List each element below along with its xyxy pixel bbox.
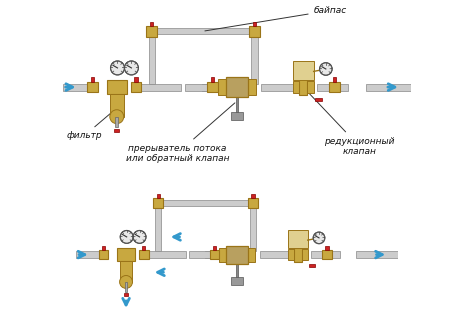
Bar — [136, 84, 181, 90]
Bar — [259, 251, 301, 258]
Bar — [134, 77, 138, 82]
Bar — [219, 248, 227, 262]
Bar — [114, 129, 119, 132]
Bar — [249, 26, 260, 37]
Bar — [261, 84, 307, 90]
Circle shape — [313, 232, 325, 244]
Bar — [293, 81, 299, 93]
Bar — [155, 203, 161, 251]
Bar — [87, 82, 98, 92]
Bar — [156, 194, 160, 198]
Circle shape — [110, 61, 125, 75]
Bar — [236, 97, 238, 113]
Bar — [154, 198, 163, 208]
Bar — [294, 248, 302, 262]
Bar — [252, 194, 255, 198]
Bar — [148, 31, 155, 84]
Bar — [146, 26, 157, 37]
Bar — [310, 264, 315, 267]
Bar — [213, 246, 216, 250]
Bar — [356, 251, 398, 258]
Bar — [211, 77, 214, 82]
Bar — [248, 198, 258, 208]
Bar — [253, 21, 256, 26]
Bar — [299, 79, 307, 95]
Circle shape — [133, 230, 146, 243]
Bar — [131, 82, 141, 92]
Bar — [142, 246, 146, 250]
Bar — [91, 77, 94, 82]
Bar — [218, 79, 226, 95]
Bar — [76, 251, 109, 258]
Bar — [202, 84, 244, 90]
Bar — [110, 94, 124, 117]
Bar — [307, 81, 314, 93]
Bar — [125, 282, 128, 291]
Text: фильтр: фильтр — [66, 110, 115, 140]
Bar — [189, 251, 211, 258]
Bar — [226, 77, 248, 97]
Bar — [139, 250, 148, 259]
Bar — [236, 264, 238, 278]
Bar — [155, 200, 256, 206]
Circle shape — [110, 110, 124, 124]
Bar — [231, 112, 243, 120]
Bar — [231, 277, 243, 284]
Text: редукционный
клапан: редукционный клапан — [305, 89, 394, 156]
Bar — [311, 251, 340, 258]
Bar — [247, 248, 255, 262]
Bar — [117, 248, 135, 261]
Bar — [144, 251, 185, 258]
Circle shape — [119, 275, 132, 288]
Bar — [102, 246, 105, 250]
Bar — [208, 82, 218, 92]
Bar — [289, 230, 308, 248]
Text: байпас: байпас — [205, 6, 347, 31]
Bar — [63, 84, 98, 90]
Bar — [150, 21, 154, 26]
Circle shape — [319, 63, 332, 75]
Bar — [124, 293, 128, 296]
Bar — [329, 82, 340, 92]
Bar — [205, 251, 244, 258]
Bar — [250, 203, 256, 251]
Bar — [293, 61, 314, 80]
Bar — [115, 117, 118, 127]
Bar — [315, 97, 322, 101]
Bar — [289, 249, 294, 260]
Bar — [366, 84, 411, 90]
Text: прерыватель потока
или обратный клапан: прерыватель потока или обратный клапан — [126, 103, 235, 163]
Bar — [148, 28, 257, 35]
Bar — [119, 261, 132, 282]
Bar — [185, 84, 209, 90]
Bar — [251, 31, 257, 84]
Bar — [99, 250, 109, 259]
Circle shape — [125, 61, 138, 75]
Bar — [107, 80, 127, 94]
Bar — [322, 250, 332, 259]
Bar — [302, 249, 308, 260]
Bar — [317, 84, 348, 90]
Circle shape — [120, 230, 133, 243]
Bar — [227, 246, 247, 264]
Bar — [248, 79, 256, 95]
Bar — [333, 77, 336, 82]
Bar — [210, 250, 219, 259]
Bar — [326, 246, 328, 250]
